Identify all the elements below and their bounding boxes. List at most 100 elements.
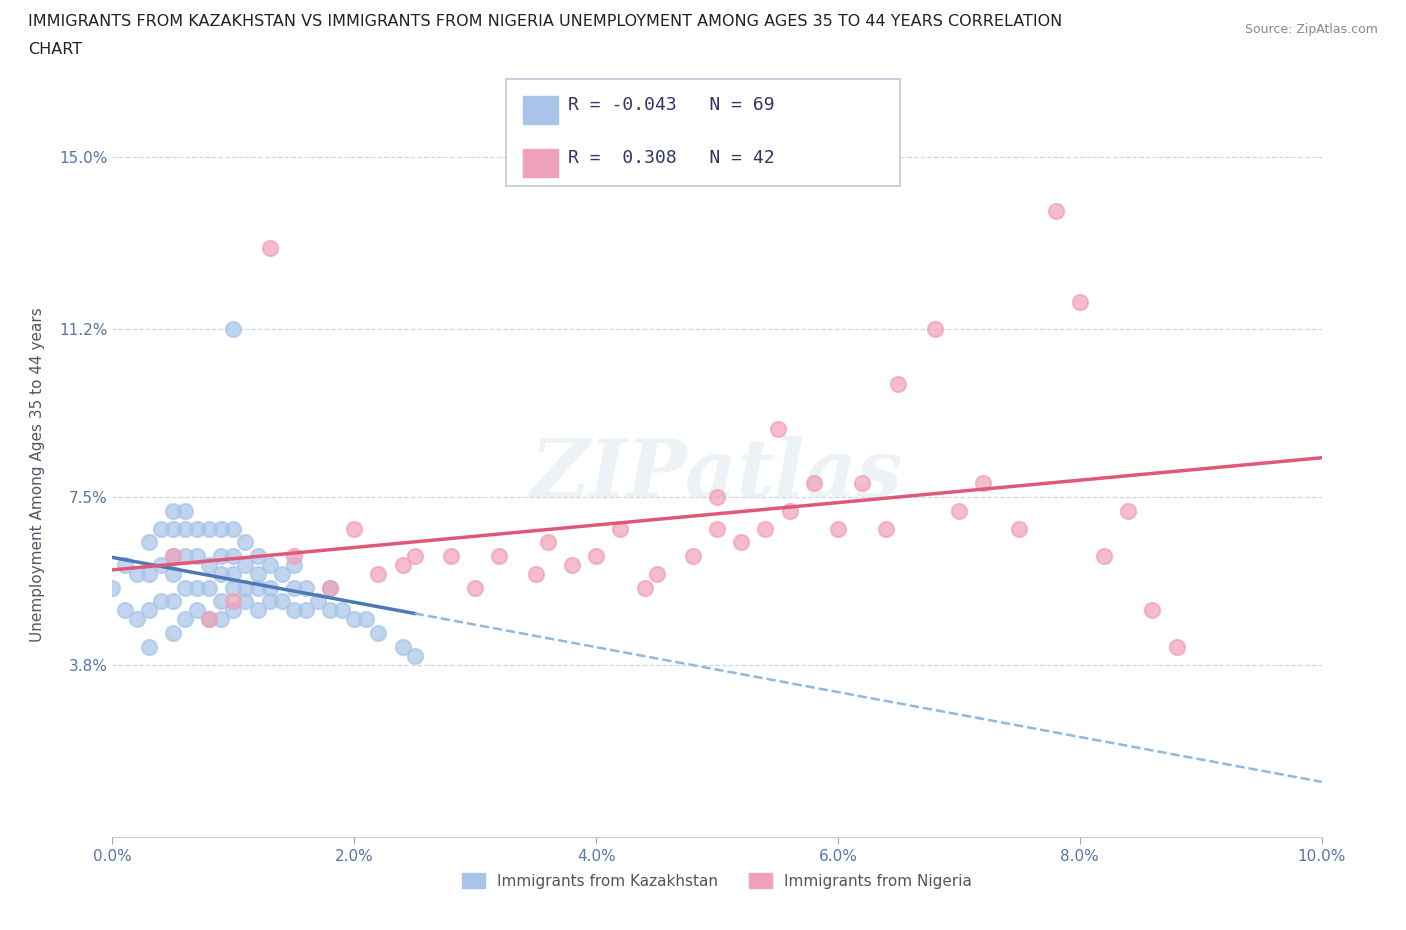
Point — [162, 549, 184, 564]
Point — [404, 648, 426, 663]
Point — [488, 549, 510, 564]
Text: Source: ZipAtlas.com: Source: ZipAtlas.com — [1244, 23, 1378, 36]
Y-axis label: Unemployment Among Ages 35 to 44 years: Unemployment Among Ages 35 to 44 years — [31, 307, 45, 642]
Point — [209, 566, 232, 581]
Point — [1069, 295, 1091, 310]
Point — [779, 503, 801, 518]
Point — [537, 535, 560, 550]
Point — [235, 580, 257, 595]
Point — [633, 580, 655, 595]
Point — [174, 503, 197, 518]
Point — [138, 535, 160, 550]
Point — [174, 521, 197, 536]
Point — [246, 580, 269, 595]
Point — [706, 521, 728, 536]
Point — [101, 580, 124, 595]
Point — [464, 580, 486, 595]
Point — [803, 476, 825, 491]
Point — [186, 549, 208, 564]
Point — [440, 549, 463, 564]
Point — [246, 603, 269, 618]
Point — [851, 476, 873, 491]
Point — [270, 566, 292, 581]
Point — [948, 503, 970, 518]
Point — [222, 580, 245, 595]
Point — [162, 626, 184, 641]
Point — [319, 580, 342, 595]
Point — [343, 521, 366, 536]
Point — [198, 580, 221, 595]
Point — [367, 566, 389, 581]
Point — [609, 521, 631, 536]
Point — [319, 603, 342, 618]
Point — [259, 240, 281, 255]
Point — [114, 603, 136, 618]
Point — [330, 603, 353, 618]
Point — [162, 566, 184, 581]
Point — [682, 549, 704, 564]
Point — [138, 566, 160, 581]
Point — [706, 489, 728, 504]
Point — [138, 603, 160, 618]
Point — [198, 612, 221, 627]
Point — [209, 612, 232, 627]
Point — [1116, 503, 1139, 518]
Point — [875, 521, 897, 536]
Point — [1142, 603, 1164, 618]
Point — [730, 535, 752, 550]
Point — [235, 535, 257, 550]
Point — [1166, 639, 1188, 654]
Text: ZIPatlas: ZIPatlas — [531, 435, 903, 513]
Point — [295, 580, 318, 595]
Point — [561, 558, 583, 573]
Point — [222, 566, 245, 581]
Point — [295, 603, 318, 618]
Point — [585, 549, 607, 564]
Text: R =  0.308   N = 42: R = 0.308 N = 42 — [568, 149, 775, 167]
Point — [283, 558, 305, 573]
Point — [162, 549, 184, 564]
Point — [356, 612, 378, 627]
Legend: Immigrants from Kazakhstan, Immigrants from Nigeria: Immigrants from Kazakhstan, Immigrants f… — [456, 867, 979, 895]
Point — [162, 594, 184, 609]
Point — [198, 612, 221, 627]
Point — [235, 558, 257, 573]
Point — [754, 521, 776, 536]
Point — [367, 626, 389, 641]
Point — [222, 603, 245, 618]
Point — [645, 566, 668, 581]
Point — [391, 639, 413, 654]
Point — [887, 376, 910, 391]
Point — [174, 549, 197, 564]
Point — [246, 566, 269, 581]
Point — [924, 322, 946, 337]
Point — [149, 594, 172, 609]
Point — [162, 503, 184, 518]
Point — [259, 594, 281, 609]
Text: CHART: CHART — [28, 42, 82, 57]
Point — [972, 476, 994, 491]
Text: IMMIGRANTS FROM KAZAKHSTAN VS IMMIGRANTS FROM NIGERIA UNEMPLOYMENT AMONG AGES 35: IMMIGRANTS FROM KAZAKHSTAN VS IMMIGRANTS… — [28, 14, 1063, 29]
Point — [766, 421, 789, 436]
Point — [174, 612, 197, 627]
Point — [186, 603, 208, 618]
Point — [319, 580, 342, 595]
Point — [209, 549, 232, 564]
Point — [343, 612, 366, 627]
Point — [222, 594, 245, 609]
Point — [404, 549, 426, 564]
Point — [283, 549, 305, 564]
Point — [209, 521, 232, 536]
Point — [259, 580, 281, 595]
Point — [222, 549, 245, 564]
Point — [174, 580, 197, 595]
Point — [283, 580, 305, 595]
Text: R = -0.043   N = 69: R = -0.043 N = 69 — [568, 96, 775, 114]
Point — [186, 580, 208, 595]
Point — [125, 566, 148, 581]
Point — [524, 566, 547, 581]
Point — [209, 594, 232, 609]
Point — [246, 549, 269, 564]
Point — [114, 558, 136, 573]
Point — [125, 612, 148, 627]
